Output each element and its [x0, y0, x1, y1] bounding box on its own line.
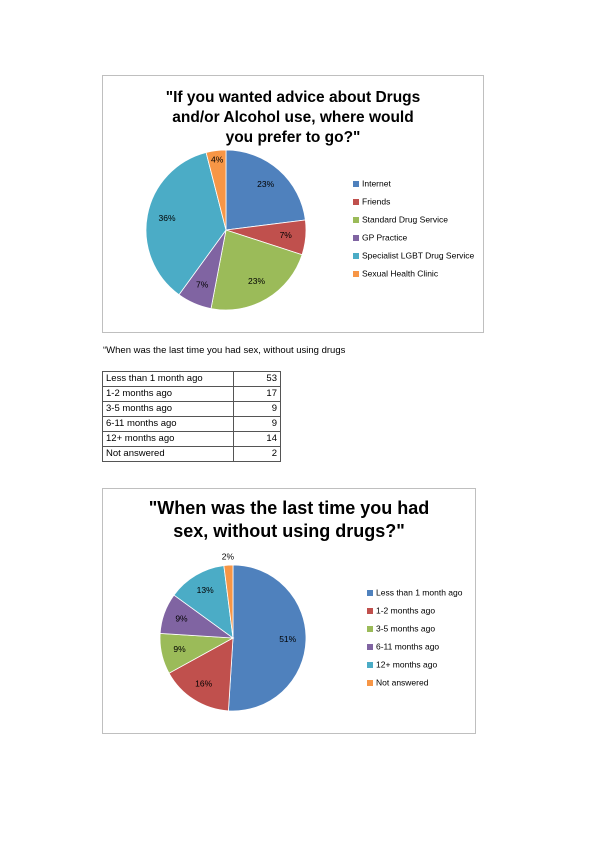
- legend-swatch: [367, 590, 373, 596]
- pie-slice: [145, 152, 227, 296]
- legend-swatch: [353, 199, 359, 205]
- data-label: 23%: [248, 276, 265, 286]
- data-label: 36%: [159, 213, 176, 223]
- legend-swatch: [353, 181, 359, 187]
- pie-slice: [205, 149, 227, 231]
- table-row: 1-2 months ago 17: [102, 386, 281, 402]
- legend-label: Internet: [362, 178, 391, 188]
- legend-swatch: [367, 644, 373, 650]
- legend-label: 6-11 months ago: [376, 641, 439, 651]
- table-row: 12+ months ago 14: [102, 431, 281, 447]
- pie-slice: [223, 564, 234, 639]
- data-label: 16%: [195, 678, 212, 688]
- table-row: Not answered 2: [102, 446, 281, 462]
- table-cell: 6-11 months ago: [102, 416, 234, 432]
- data-label: 51%: [279, 634, 296, 644]
- table-cell: Less than 1 month ago: [102, 371, 234, 387]
- legend-label: Specialist LGBT Drug Service: [362, 250, 475, 260]
- chart-frame: "When was the last time you had sex, wit…: [102, 488, 476, 734]
- legend-swatch: [353, 271, 359, 277]
- pie-chart: 51% 16% 9% 9% 13% 2% Less than 1 month ago 1-2 …: [159, 551, 463, 712]
- table-cell: 2: [233, 446, 281, 462]
- chart-frame: "If you wanted advice about Drugs and/or…: [102, 75, 484, 333]
- data-label: 9%: [173, 644, 186, 654]
- table-cell: 14: [233, 431, 281, 447]
- table-cell: 17: [233, 386, 281, 402]
- data-label: 13%: [197, 585, 214, 595]
- table-cell: 1-2 months ago: [102, 386, 234, 402]
- pie-chart: 23% 7% 23% 7% 36% 4% Internet Friends Standard D…: [145, 149, 475, 311]
- legend-swatch: [353, 235, 359, 241]
- chart-title: "If you wanted advice about Drugs and/or…: [165, 89, 421, 146]
- data-label: 2%: [222, 551, 235, 561]
- legend-label: Sexual Health Clinic: [362, 268, 439, 278]
- pie-slice: [168, 637, 234, 712]
- legend-label: GP Practice: [362, 232, 407, 242]
- legend-swatch: [353, 217, 359, 223]
- legend-label: 12+ months ago: [376, 659, 437, 669]
- chart-title: "When was the last time you had sex, wit…: [148, 498, 430, 541]
- legend-label: Standard Drug Service: [362, 214, 448, 224]
- data-label: 7%: [280, 230, 293, 240]
- pie-slice: [210, 229, 303, 311]
- legend-swatch: [367, 680, 373, 686]
- table-cell: 12+ months ago: [102, 431, 234, 447]
- caption: “When was the last time you had sex, wit…: [103, 345, 346, 356]
- legend-label: Not answered: [376, 677, 429, 687]
- table-cell: 9: [233, 416, 281, 432]
- pie-slice: [173, 565, 234, 639]
- legend-label: 3-5 months ago: [376, 623, 435, 633]
- data-label: 7%: [196, 279, 209, 289]
- data-label: 4%: [211, 154, 224, 164]
- data-label: 9%: [175, 614, 188, 624]
- table-row: Less than 1 month ago 53: [102, 371, 281, 387]
- legend-label: Less than 1 month ago: [376, 587, 463, 597]
- legend-swatch: [367, 662, 373, 668]
- legend-swatch: [353, 253, 359, 259]
- table-row: 6-11 months ago 9: [102, 416, 281, 432]
- legend-swatch: [367, 608, 373, 614]
- pie-slice: [225, 149, 306, 231]
- pie-slice: [227, 564, 307, 712]
- table-cell: 53: [233, 371, 281, 387]
- table-cell: 9: [233, 401, 281, 417]
- data-label: 23%: [257, 179, 274, 189]
- table: Less than 1 month ago 53 1-2 months ago 17 3…: [102, 371, 281, 462]
- table-cell: Not answered: [102, 446, 234, 462]
- legend-label: 1-2 months ago: [376, 605, 435, 615]
- table-row: 3-5 months ago 9: [102, 401, 281, 417]
- legend-swatch: [367, 626, 373, 632]
- legend-label: Friends: [362, 196, 390, 206]
- table-cell: 3-5 months ago: [102, 401, 234, 417]
